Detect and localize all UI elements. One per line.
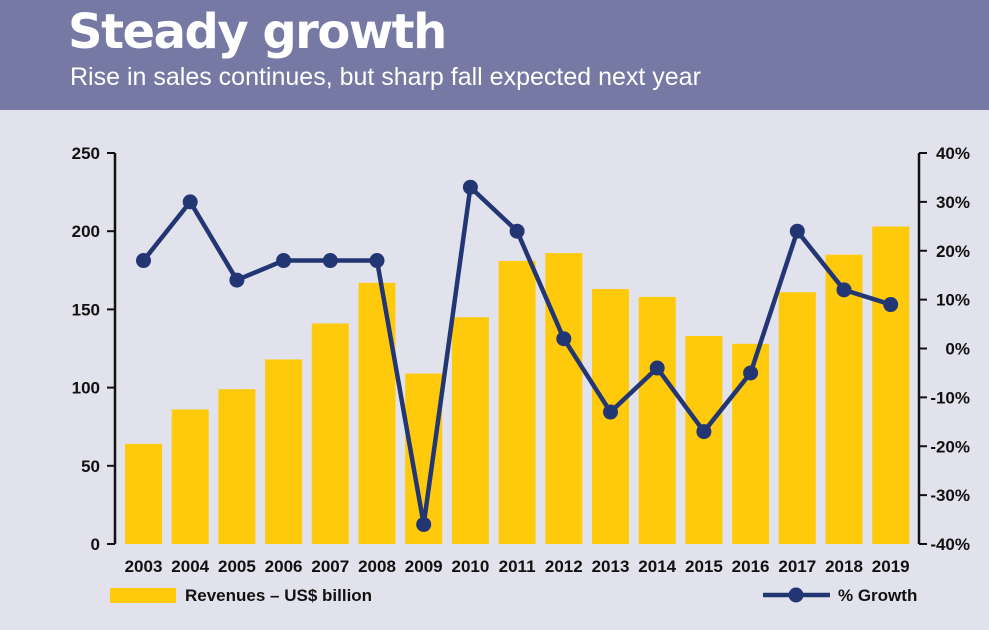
left-tick-label: 0 <box>91 535 100 554</box>
right-tick-label: 20% <box>936 242 970 261</box>
right-tick-label: 10% <box>936 291 970 310</box>
x-tick-label-2003: 2003 <box>125 557 163 576</box>
x-tick-label-2004: 2004 <box>171 557 209 576</box>
left-tick-label: 100 <box>72 379 100 398</box>
revenue-bar-2017 <box>778 292 816 544</box>
growth-point-2014 <box>649 360 665 376</box>
x-tick-label-2011: 2011 <box>499 557 536 576</box>
right-tick-label: 30% <box>936 193 970 212</box>
revenue-bar-2019 <box>872 226 910 544</box>
revenue-bar-2003 <box>125 443 162 544</box>
revenue-bar-2012 <box>545 253 583 544</box>
x-tick-label-2009: 2009 <box>405 557 443 576</box>
revenue-bar-2015 <box>685 335 723 544</box>
growth-point-2017 <box>789 223 805 239</box>
growth-point-2012 <box>556 331 572 347</box>
chart-title: Steady growth <box>68 4 447 60</box>
growth-point-2011 <box>509 223 525 239</box>
left-tick-label: 200 <box>72 222 100 241</box>
right-tick-label: 0% <box>945 340 970 359</box>
right-tick-label: -20% <box>930 437 970 456</box>
chart-subtitle: Rise in sales continues, but sharp fall … <box>70 63 701 91</box>
right-tick-label: -10% <box>930 388 970 407</box>
growth-point-2016 <box>743 365 759 381</box>
growth-point-2019 <box>883 297 899 313</box>
growth-point-2018 <box>836 282 852 298</box>
right-tick-label: 40% <box>936 144 970 163</box>
x-tick-label-2008: 2008 <box>358 557 396 576</box>
right-tick-label: -40% <box>930 535 970 554</box>
legend-growth-label: % Growth <box>838 586 917 605</box>
growth-point-2007 <box>322 253 338 269</box>
growth-point-2013 <box>603 404 618 420</box>
revenue-bar-2005 <box>218 389 256 544</box>
legend-revenues-label: Revenues – US$ billion <box>185 586 372 605</box>
header-banner: Steady growth Rise in sales continues, b… <box>0 0 989 110</box>
x-tick-label-2017: 2017 <box>778 557 816 576</box>
x-tick-label-2016: 2016 <box>732 557 770 576</box>
x-tick-label-2018: 2018 <box>825 557 863 576</box>
growth-point-2009 <box>416 516 432 532</box>
x-tick-label-2006: 2006 <box>265 557 303 576</box>
revenue-bar-2010 <box>451 317 489 544</box>
legend-bar-swatch <box>110 588 176 603</box>
growth-point-2003 <box>136 253 151 269</box>
left-tick-label: 50 <box>81 457 100 476</box>
revenue-bar-2007 <box>311 323 349 544</box>
x-tick-label-2007: 2007 <box>311 557 349 576</box>
revenue-bar-2014 <box>638 296 676 544</box>
revenue-bar-2004 <box>171 409 209 544</box>
growth-point-2004 <box>182 194 198 210</box>
left-tick-label: 250 <box>72 144 100 163</box>
left-tick-label: 150 <box>72 300 100 319</box>
growth-point-2010 <box>462 179 478 195</box>
x-tick-label-2019: 2019 <box>872 557 910 576</box>
growth-point-2008 <box>369 253 385 269</box>
x-tick-label-2013: 2013 <box>592 557 630 576</box>
legend-line-marker <box>788 587 804 603</box>
x-tick-label-2012: 2012 <box>545 557 583 576</box>
growth-point-2005 <box>229 272 245 288</box>
revenue-bar-2018 <box>825 254 863 544</box>
x-tick-label-2014: 2014 <box>638 557 676 576</box>
growth-point-2015 <box>696 424 712 440</box>
revenue-bar-2011 <box>498 260 536 544</box>
growth-point-2006 <box>276 253 292 269</box>
right-tick-label: -30% <box>930 486 970 505</box>
revenue-bar-2006 <box>265 359 303 544</box>
x-tick-label-2015: 2015 <box>685 557 723 576</box>
x-tick-label-2005: 2005 <box>218 557 256 576</box>
x-tick-label-2010: 2010 <box>451 557 489 576</box>
